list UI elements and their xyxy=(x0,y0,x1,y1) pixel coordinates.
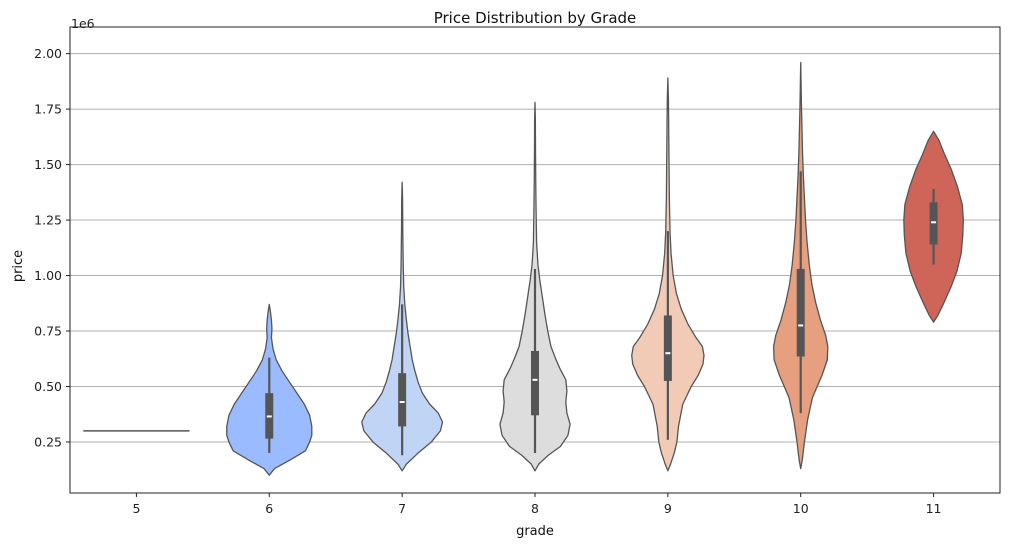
y-axis: 0.25 0.50 0.75 1.00 1.25 1.50 1.75 2.00 xyxy=(34,46,70,449)
violins xyxy=(83,61,964,476)
y-axis-title: price xyxy=(11,250,26,282)
x-axis-title: grade xyxy=(516,524,554,539)
violin-iqr-box xyxy=(531,350,539,416)
x-tick-label: 7 xyxy=(398,501,406,516)
y-tick-label: 1.25 xyxy=(34,213,62,228)
x-tick-label: 5 xyxy=(132,501,140,516)
y-tick-label: 1.50 xyxy=(34,157,62,172)
violin-grade-6 xyxy=(226,303,313,476)
y-tick-label: 0.75 xyxy=(34,324,62,339)
x-tick-label: 11 xyxy=(926,501,942,516)
y-tick-label: 1.00 xyxy=(34,268,62,283)
x-tick-label: 10 xyxy=(793,501,809,516)
y-tick-label: 2.00 xyxy=(34,46,62,61)
y-axis-offset-label: 1e6 xyxy=(71,16,95,31)
x-tick-label: 6 xyxy=(265,501,273,516)
violin-iqr-box xyxy=(796,268,805,357)
chart-title: Price Distribution by Grade xyxy=(434,9,637,27)
violin-grade-9 xyxy=(631,77,705,472)
violin-grade-11 xyxy=(903,130,964,323)
violin-grade-10 xyxy=(772,61,829,470)
x-axis: 5 6 7 8 9 10 11 xyxy=(132,493,942,516)
violin-iqr-box xyxy=(663,315,672,381)
y-tick-label: 1.75 xyxy=(34,102,62,117)
x-tick-label: 9 xyxy=(664,501,672,516)
y-tick-label: 0.25 xyxy=(34,434,62,449)
violin-iqr-box xyxy=(929,202,938,245)
violin-iqr-box xyxy=(398,373,407,427)
violin-grade-7 xyxy=(361,181,444,472)
y-tick-label: 0.50 xyxy=(34,379,62,394)
x-tick-label: 8 xyxy=(531,501,539,516)
violin-grade-8 xyxy=(499,101,571,472)
